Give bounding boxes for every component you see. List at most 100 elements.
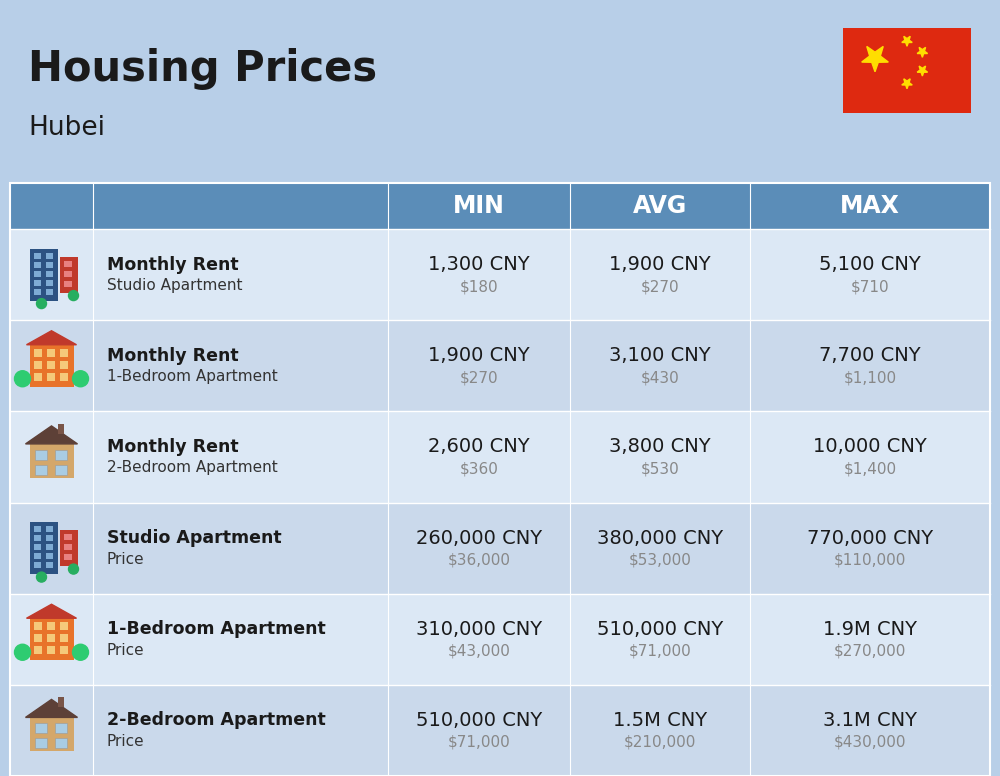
Bar: [34, 271, 40, 276]
Text: AVG: AVG: [633, 194, 687, 218]
Text: $71,000: $71,000: [629, 644, 691, 659]
Circle shape: [72, 644, 88, 660]
Bar: [46, 279, 52, 286]
Polygon shape: [26, 426, 78, 444]
Text: Hubei: Hubei: [28, 115, 105, 141]
Text: 3.1M CNY: 3.1M CNY: [823, 711, 917, 730]
Text: $210,000: $210,000: [624, 735, 696, 750]
Polygon shape: [862, 47, 888, 71]
Text: 2,600 CNY: 2,600 CNY: [428, 438, 530, 456]
Text: $530: $530: [641, 462, 679, 476]
Bar: [34, 535, 40, 541]
Text: $180: $180: [460, 279, 498, 294]
Bar: [64, 271, 72, 276]
Bar: [34, 279, 40, 286]
Bar: [10, 183, 990, 776]
Circle shape: [68, 564, 78, 574]
Bar: [46, 271, 52, 276]
Text: $1,400: $1,400: [843, 462, 897, 476]
Text: 510,000 CNY: 510,000 CNY: [597, 620, 723, 639]
Bar: [34, 723, 46, 733]
Text: 3,100 CNY: 3,100 CNY: [609, 346, 711, 365]
Bar: [54, 723, 66, 733]
Bar: [10, 411, 990, 503]
Bar: [34, 562, 40, 568]
Circle shape: [14, 371, 30, 386]
Text: $430,000: $430,000: [834, 735, 906, 750]
Bar: [34, 739, 46, 748]
Text: $36,000: $36,000: [448, 553, 511, 567]
Bar: [46, 372, 54, 381]
Text: 1,900 CNY: 1,900 CNY: [428, 346, 530, 365]
Text: Price: Price: [107, 552, 145, 566]
Text: $360: $360: [460, 462, 498, 476]
Bar: [54, 739, 66, 748]
Polygon shape: [917, 66, 928, 76]
Bar: [34, 252, 40, 258]
Bar: [46, 361, 54, 369]
Bar: [34, 465, 46, 475]
Text: 380,000 CNY: 380,000 CNY: [597, 528, 723, 548]
Text: Housing Prices: Housing Prices: [28, 48, 377, 90]
Bar: [46, 348, 54, 357]
Bar: [30, 718, 74, 751]
Bar: [46, 289, 52, 295]
Text: $1,100: $1,100: [843, 370, 897, 385]
Bar: [34, 361, 42, 369]
Bar: [54, 465, 66, 475]
Polygon shape: [917, 47, 928, 57]
Text: 1,900 CNY: 1,900 CNY: [609, 255, 711, 274]
Text: $430: $430: [641, 370, 679, 385]
Bar: [60, 646, 68, 654]
Text: 260,000 CNY: 260,000 CNY: [416, 528, 542, 548]
Text: Price: Price: [107, 643, 145, 658]
Text: 1,300 CNY: 1,300 CNY: [428, 255, 530, 274]
Circle shape: [68, 290, 78, 300]
Bar: [10, 685, 990, 776]
Bar: [46, 553, 52, 559]
Text: $53,000: $53,000: [629, 553, 691, 567]
Text: 2-Bedroom Apartment: 2-Bedroom Apartment: [107, 712, 326, 729]
Bar: [46, 622, 54, 630]
Bar: [64, 534, 72, 540]
Text: 1-Bedroom Apartment: 1-Bedroom Apartment: [107, 620, 326, 638]
Bar: [46, 252, 52, 258]
Bar: [60, 634, 68, 643]
Bar: [64, 281, 72, 286]
Text: $270: $270: [641, 279, 679, 294]
Bar: [58, 424, 64, 434]
Bar: [843, 28, 971, 113]
Bar: [34, 450, 46, 460]
Text: $43,000: $43,000: [448, 644, 510, 659]
Text: 1-Bedroom Apartment: 1-Bedroom Apartment: [107, 369, 278, 384]
Bar: [54, 450, 66, 460]
Bar: [34, 553, 40, 559]
Bar: [30, 522, 58, 574]
Text: Price: Price: [107, 734, 145, 749]
Text: $710: $710: [851, 279, 889, 294]
Bar: [34, 544, 40, 550]
Text: 770,000 CNY: 770,000 CNY: [807, 528, 933, 548]
Text: 3,800 CNY: 3,800 CNY: [609, 438, 711, 456]
Bar: [64, 544, 72, 550]
Text: Monthly Rent: Monthly Rent: [107, 347, 239, 365]
Text: Studio Apartment: Studio Apartment: [107, 529, 282, 547]
Text: $270,000: $270,000: [834, 644, 906, 659]
Text: 1.9M CNY: 1.9M CNY: [823, 620, 917, 639]
Text: 5,100 CNY: 5,100 CNY: [819, 255, 921, 274]
Bar: [46, 646, 54, 654]
Circle shape: [36, 299, 46, 309]
Polygon shape: [26, 331, 76, 345]
Bar: [34, 526, 40, 532]
Bar: [34, 348, 42, 357]
Bar: [34, 634, 42, 643]
Text: Monthly Rent: Monthly Rent: [107, 255, 239, 274]
Text: 1.5M CNY: 1.5M CNY: [613, 711, 707, 730]
Bar: [34, 372, 42, 381]
Bar: [64, 261, 72, 267]
Text: $270: $270: [460, 370, 498, 385]
Bar: [30, 444, 74, 478]
Text: MIN: MIN: [453, 194, 505, 218]
Text: 10,000 CNY: 10,000 CNY: [813, 438, 927, 456]
Text: 510,000 CNY: 510,000 CNY: [416, 711, 542, 730]
